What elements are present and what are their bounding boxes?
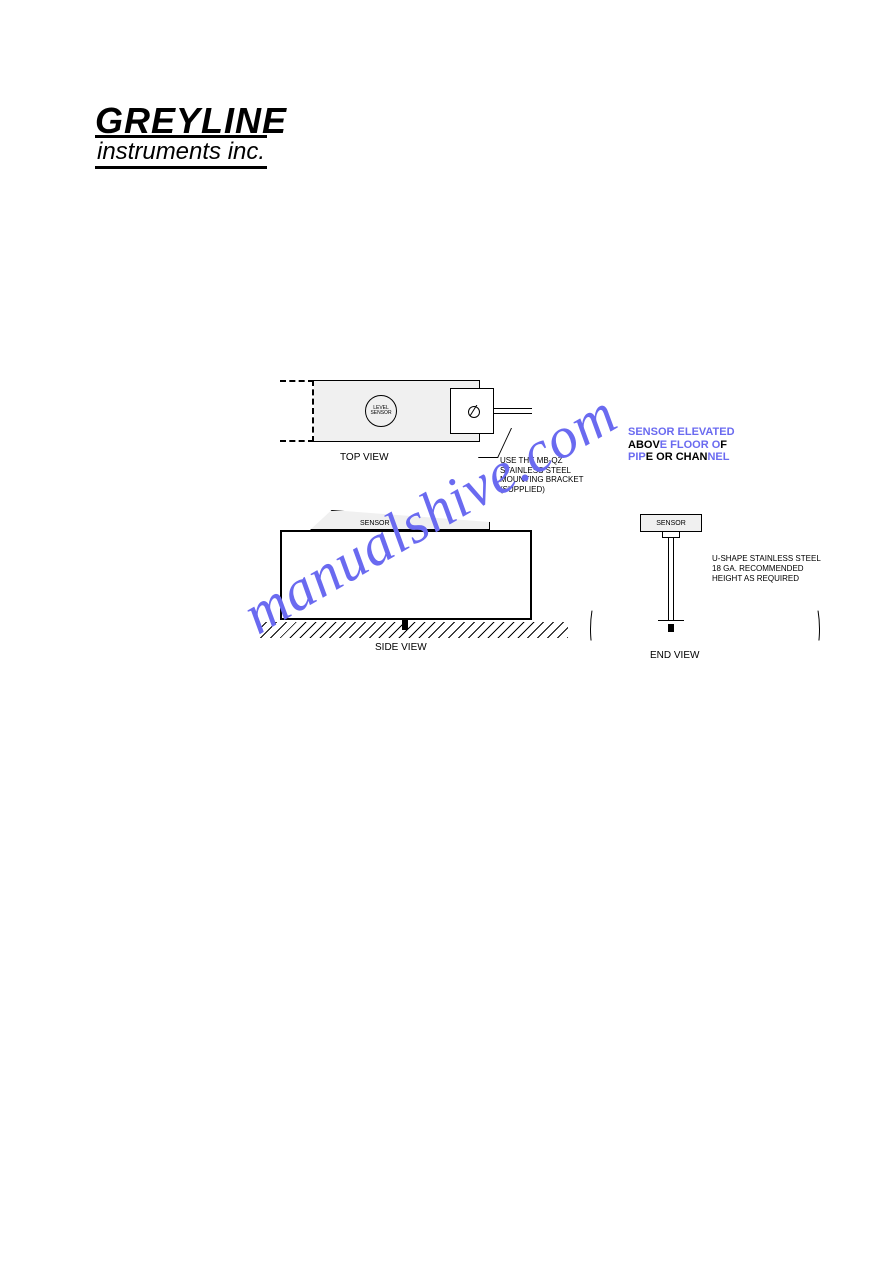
elevated-text: PIP bbox=[628, 451, 646, 463]
end-view-sensor: SENSOR bbox=[640, 514, 702, 532]
side-view-sensor bbox=[310, 510, 490, 530]
top-view-screw-icon: ⁄ bbox=[468, 406, 480, 418]
logo-line-1: GREYLINE bbox=[95, 105, 325, 137]
top-view-label: TOP VIEW bbox=[340, 452, 389, 463]
end-view-label: END VIEW bbox=[650, 650, 699, 661]
brand-logo: GREYLINE instruments inc. bbox=[95, 105, 325, 169]
side-view-sensor-label: SENSOR bbox=[360, 520, 390, 527]
logo-line-2: instruments inc. bbox=[95, 135, 267, 169]
side-view-label: SIDE VIEW bbox=[375, 642, 427, 653]
ground-hatching bbox=[260, 622, 568, 638]
level-sensor-top-icon: LEVEL SENSOR bbox=[365, 395, 397, 427]
elevated-text: NEL bbox=[707, 451, 729, 463]
elevated-text: OR CHAN bbox=[653, 451, 707, 463]
top-view-dashed-guide bbox=[280, 380, 314, 442]
installation-diagram: LEVEL SENSOR ⁄ TOP VIEW USE THE MB-QZ ST… bbox=[280, 370, 840, 690]
elevated-text: F bbox=[720, 439, 727, 451]
side-view-channel bbox=[280, 530, 532, 620]
end-view-bolt-icon bbox=[668, 624, 674, 632]
elevated-text: ABOV bbox=[628, 439, 660, 451]
top-view-cable bbox=[494, 408, 532, 414]
elevated-text: E bbox=[646, 451, 653, 463]
bracket-note: USE THE MB-QZ STAINLESS STEEL MOUNTING B… bbox=[500, 456, 584, 494]
end-view-bracket-leg bbox=[668, 538, 674, 620]
elevated-text: E FLOOR O bbox=[660, 439, 721, 451]
ushape-note: U-SHAPE STAINLESS STEEL 18 GA. RECOMMEND… bbox=[712, 554, 822, 584]
elevated-text: SENSOR ELEVATED bbox=[628, 426, 735, 438]
elevated-sensor-heading: SENSOR ELEVATED ABOVE FLOOR OF PIPE OR C… bbox=[628, 426, 773, 464]
end-view-pipe-arc bbox=[590, 514, 820, 744]
